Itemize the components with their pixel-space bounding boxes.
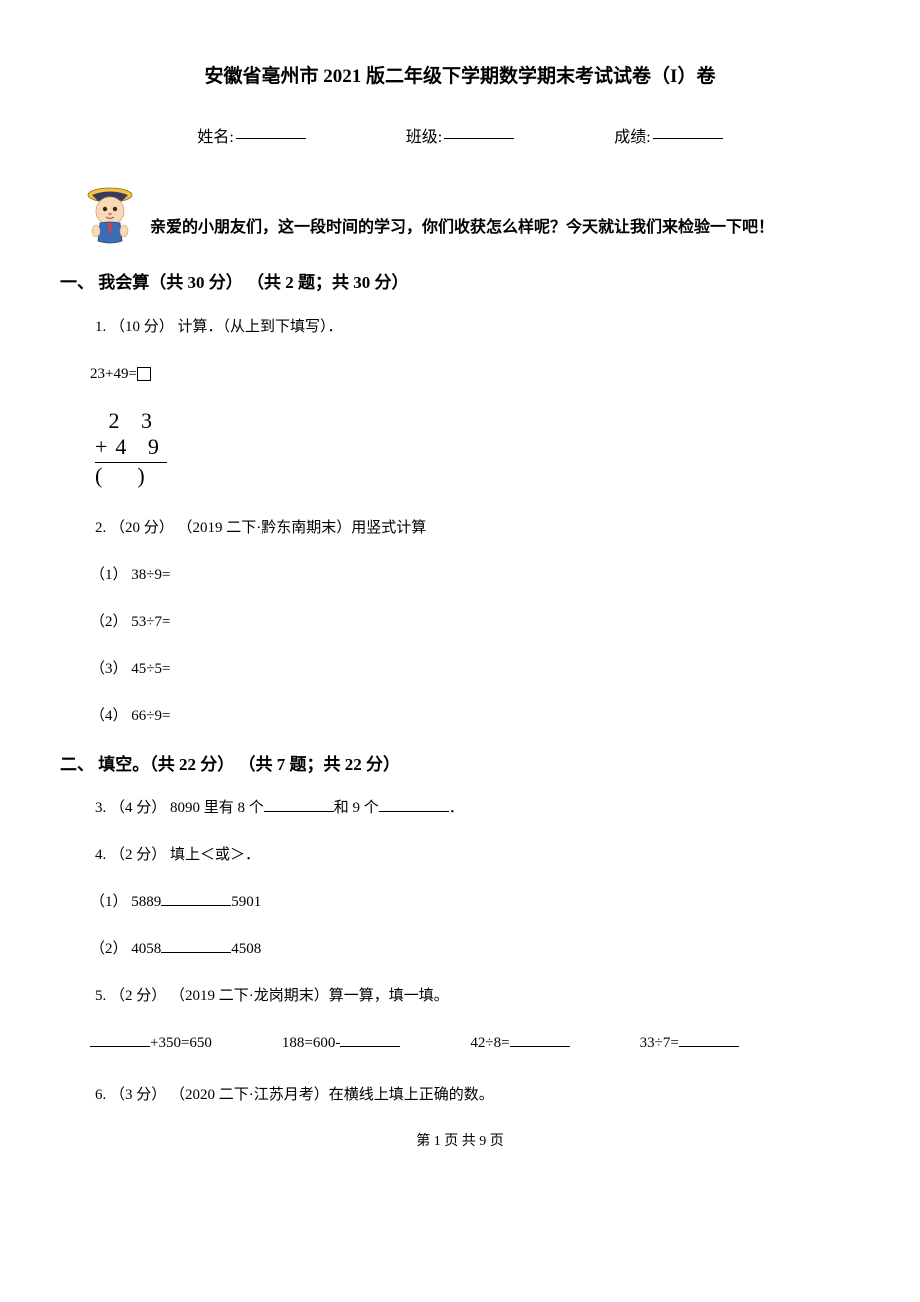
score-field: 成绩:: [614, 124, 722, 153]
q4-item-1: （1） 5889 5901: [90, 889, 860, 916]
calc-row-1: 2 3: [95, 408, 167, 434]
q5-eq-1: +350=650: [90, 1030, 212, 1057]
page-footer: 第 1 页 共 9 页: [60, 1129, 860, 1154]
q5-eq-3: 42÷8=: [470, 1030, 569, 1057]
q4-2-suffix: 4508: [231, 941, 261, 957]
class-blank: [444, 138, 514, 139]
q5-eq2-blank: [340, 1046, 400, 1047]
q4-2-prefix: （2） 4058: [90, 941, 161, 957]
q5-eq3-blank: [510, 1046, 570, 1047]
q1-expression: 23+49=: [90, 361, 860, 388]
exam-title: 安徽省亳州市 2021 版二年级下学期数学期末考试试卷（I）卷: [60, 60, 860, 94]
greeting-text: 亲爱的小朋友们，这一段时间的学习，你们收获怎么样呢？今天就让我们来检验一下吧！: [150, 214, 774, 248]
q1-expr-text: 23+49=: [90, 366, 137, 382]
q3-prefix: 3. （4 分） 8090 里有 8 个: [95, 800, 264, 816]
q5-eq4-prefix: 33÷7=: [640, 1035, 679, 1051]
q4-2-blank: [161, 952, 231, 953]
calc-row-2: +4 9: [95, 434, 167, 460]
q3-blank-1: [264, 811, 334, 812]
name-field: 姓名:: [197, 124, 305, 153]
question-6: 6. （3 分） （2020 二下·江苏月考）在横线上填上正确的数。: [95, 1082, 860, 1109]
score-blank: [653, 138, 723, 139]
q3-suffix: ．: [449, 800, 464, 816]
q5-eq-4: 33÷7=: [640, 1030, 739, 1057]
calc-row-3: ( ): [95, 462, 167, 489]
name-blank: [236, 138, 306, 139]
question-4: 4. （2 分） 填上＜或＞．: [95, 842, 860, 869]
student-info-row: 姓名: 班级: 成绩:: [60, 124, 860, 153]
score-label: 成绩:: [614, 124, 650, 153]
vertical-calculation: 2 3 +4 9 ( ): [95, 408, 167, 490]
q2-item-3: （3） 45÷5=: [90, 656, 860, 683]
answer-box: [137, 367, 151, 381]
q3-mid: 和 9 个: [334, 800, 379, 816]
q5-eq4-blank: [679, 1046, 739, 1047]
q5-eq2-prefix: 188=600-: [282, 1035, 340, 1051]
q5-eq1-blank: [90, 1046, 150, 1047]
q2-item-2: （2） 53÷7=: [90, 609, 860, 636]
question-2: 2. （20 分） （2019 二下·黔东南期末）用竖式计算: [95, 515, 860, 542]
mascot-greeting-row: 亲爱的小朋友们，这一段时间的学习，你们收获怎么样呢？今天就让我们来检验一下吧！: [80, 183, 860, 248]
q2-item-4: （4） 66÷9=: [90, 703, 860, 730]
mascot-icon: [80, 183, 140, 248]
name-label: 姓名:: [197, 124, 233, 153]
q5-eq-2: 188=600-: [282, 1030, 400, 1057]
class-field: 班级:: [406, 124, 514, 153]
question-3: 3. （4 分） 8090 里有 8 个 和 9 个 ．: [95, 795, 860, 822]
q4-item-2: （2） 4058 4508: [90, 936, 860, 963]
q2-item-1: （1） 38÷9=: [90, 562, 860, 589]
q5-equations: +350=650 188=600- 42÷8= 33÷7=: [90, 1030, 860, 1057]
q4-1-prefix: （1） 5889: [90, 894, 161, 910]
q5-eq1-suffix: +350=650: [150, 1035, 212, 1051]
q3-blank-2: [379, 811, 449, 812]
class-label: 班级:: [406, 124, 442, 153]
question-1: 1. （10 分） 计算．（从上到下填写）．: [95, 314, 860, 341]
section-1-header: 一、 我会算（共 30 分） （共 2 题；共 30 分）: [60, 268, 860, 299]
q4-1-blank: [161, 905, 231, 906]
q5-eq3-prefix: 42÷8=: [470, 1035, 509, 1051]
q4-1-suffix: 5901: [231, 894, 261, 910]
question-5: 5. （2 分） （2019 二下·龙岗期末）算一算，填一填。: [95, 983, 860, 1010]
section-2-header: 二、 填空。（共 22 分） （共 7 题；共 22 分）: [60, 750, 860, 781]
